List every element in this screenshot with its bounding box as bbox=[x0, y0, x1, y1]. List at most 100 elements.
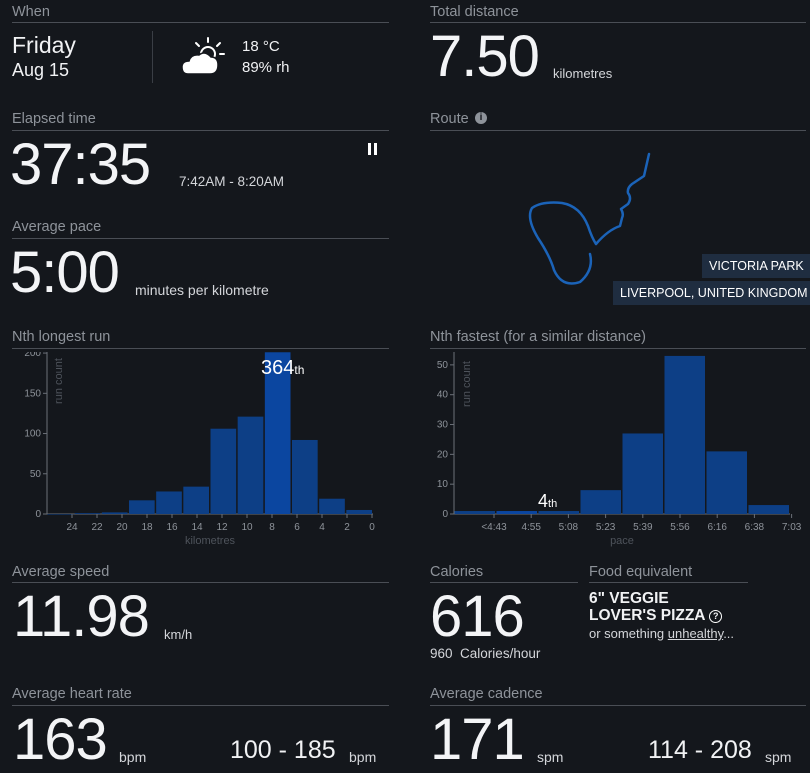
heart-rate-range-unit: bpm bbox=[349, 749, 377, 765]
average-pace-title: Average pace bbox=[12, 219, 102, 235]
day-label: Friday bbox=[12, 32, 76, 58]
food-rule bbox=[589, 582, 748, 583]
nth-fastest-rank-suffix: th bbox=[548, 498, 558, 510]
longest-x-tick-label: 10 bbox=[241, 522, 253, 533]
longest-x-tick-label: 18 bbox=[141, 522, 153, 533]
fastest-bar bbox=[664, 355, 705, 514]
average-speed-unit: km/h bbox=[164, 627, 193, 642]
fastest-bar bbox=[706, 451, 747, 514]
longest-x-axis-label: kilometres bbox=[185, 535, 236, 547]
elapsed-time-value: 37:35 bbox=[10, 132, 151, 197]
fastest-x-tick-label: 5:56 bbox=[670, 522, 690, 533]
food-line-2: LOVER'S PIZZA ? bbox=[589, 607, 723, 624]
date-label: Aug 15 bbox=[12, 60, 70, 80]
average-speed-rule bbox=[12, 582, 389, 583]
calories-rule bbox=[430, 582, 578, 583]
nth-fastest-chart: 0 10 20 30 40 50 <4:43 4:55 5:08 5:23 5:39 5:56 6:16… bbox=[418, 344, 810, 557]
route-title-text: Route bbox=[430, 111, 469, 127]
longest-bar bbox=[346, 509, 372, 514]
fastest-bar bbox=[580, 490, 621, 514]
longest-x-tick-label: 12 bbox=[216, 522, 228, 533]
longest-bar bbox=[319, 498, 345, 514]
calories-rate-unit: Calories/hour bbox=[460, 646, 541, 661]
longest-bar bbox=[47, 514, 74, 515]
cadence-range: 114 - 208 bbox=[648, 736, 752, 764]
longest-x-tick-label: 14 bbox=[191, 522, 203, 533]
route-label-park: VICTORIA PARK bbox=[702, 254, 810, 278]
longest-y-tick-label: 0 bbox=[35, 509, 41, 520]
cadence-value: 171 bbox=[430, 707, 525, 772]
longest-bar bbox=[74, 513, 101, 514]
average-pace-value: 5:00 bbox=[10, 240, 120, 305]
nth-fastest-title: Nth fastest (for a similar distance) bbox=[430, 329, 646, 345]
food-line-1: 6" VEGGIE bbox=[589, 590, 669, 607]
average-speed-title: Average speed bbox=[12, 564, 110, 580]
calories-title: Calories bbox=[430, 564, 484, 580]
average-speed-value: 11.98 bbox=[13, 584, 150, 649]
longest-x-tick-label: 20 bbox=[116, 522, 128, 533]
route-rule bbox=[430, 130, 806, 131]
longest-x-tick-label: 0 bbox=[369, 522, 375, 533]
fastest-bar bbox=[454, 511, 495, 514]
pause-icon[interactable] bbox=[367, 143, 379, 157]
food-name: 6" VEGGIE LOVER'S PIZZA ? bbox=[589, 590, 723, 624]
nth-fastest-rule bbox=[430, 348, 806, 349]
calories-value: 616 bbox=[430, 584, 525, 649]
help-circle-icon[interactable]: ? bbox=[709, 610, 723, 623]
temperature: 18 °C bbox=[242, 38, 280, 55]
fastest-bar bbox=[748, 505, 789, 514]
heart-rate-unit: bpm bbox=[119, 749, 147, 765]
route-map[interactable] bbox=[510, 148, 670, 293]
fastest-x-tick-label: 5:23 bbox=[596, 522, 616, 533]
unhealthy-link[interactable]: unhealthy bbox=[667, 626, 724, 641]
heart-rate-range: 100 - 185 bbox=[230, 736, 336, 764]
longest-y-axis-label: run count bbox=[53, 358, 65, 404]
cadence-title: Average cadence bbox=[430, 686, 543, 702]
elapsed-time-rule bbox=[12, 130, 389, 131]
fastest-y-tick-label: 20 bbox=[437, 449, 449, 460]
nth-fastest-rank: 4th bbox=[538, 491, 557, 512]
fastest-x-tick-label: <4:43 bbox=[481, 522, 507, 533]
longest-x-tick-label: 8 bbox=[269, 522, 275, 533]
longest-bar bbox=[292, 439, 318, 514]
longest-x-tick-label: 2 bbox=[344, 522, 350, 533]
food-line-2-text: LOVER'S PIZZA bbox=[589, 607, 705, 624]
food-sub: or something unhealthy... bbox=[589, 626, 734, 641]
cadence-range-unit: spm bbox=[765, 749, 792, 765]
food-sub-suffix: ... bbox=[723, 626, 735, 641]
when-rule bbox=[12, 22, 389, 23]
fastest-y-axis-label: run count bbox=[461, 361, 473, 407]
longest-bar bbox=[210, 428, 237, 514]
nth-longest-title: Nth longest run bbox=[12, 329, 111, 345]
route-path-svg bbox=[528, 152, 651, 285]
longest-bar bbox=[129, 500, 155, 514]
longest-bar bbox=[264, 352, 291, 514]
cadence-rule bbox=[430, 705, 806, 706]
longest-x-tick-label: 4 bbox=[319, 522, 325, 533]
calories-rate: 960 Calories/hour bbox=[430, 646, 540, 661]
fastest-bar bbox=[496, 511, 537, 514]
route-path bbox=[528, 152, 651, 285]
info-icon[interactable]: i bbox=[475, 112, 487, 124]
nth-longest-rank-number: 364 bbox=[261, 357, 295, 379]
fastest-y-tick-label: 40 bbox=[437, 390, 449, 401]
route-title: Route i bbox=[430, 111, 487, 127]
longest-x-tick-label: 6 bbox=[294, 522, 300, 533]
fastest-y-tick-label: 30 bbox=[437, 420, 449, 431]
average-pace-unit: minutes per kilometre bbox=[135, 282, 269, 298]
calories-rate-value: 960 bbox=[430, 646, 453, 661]
nth-fastest-chart-svg: 0 10 20 30 40 50 <4:43 4:55 5:08 5:23 5:39 5:56 6:16… bbox=[437, 344, 802, 547]
nth-longest-chart: 0 50 100 150 200 24 22 20 18 16 14 12 10 8 6 4 2 0 kilomet… bbox=[0, 341, 400, 557]
longest-bar bbox=[237, 416, 264, 514]
fastest-bar bbox=[538, 511, 579, 514]
longest-x-tick-label: 24 bbox=[66, 522, 78, 533]
humidity: 89% rh bbox=[242, 59, 290, 76]
fastest-y-tick-label: 50 bbox=[437, 360, 449, 371]
fastest-x-tick-label: 6:38 bbox=[745, 522, 765, 533]
average-pace-rule bbox=[12, 238, 389, 239]
longest-bar bbox=[156, 491, 182, 514]
nth-fastest-rank-number: 4 bbox=[538, 491, 549, 511]
when-divider bbox=[152, 31, 153, 83]
fastest-x-tick-label: 5:08 bbox=[559, 522, 579, 533]
